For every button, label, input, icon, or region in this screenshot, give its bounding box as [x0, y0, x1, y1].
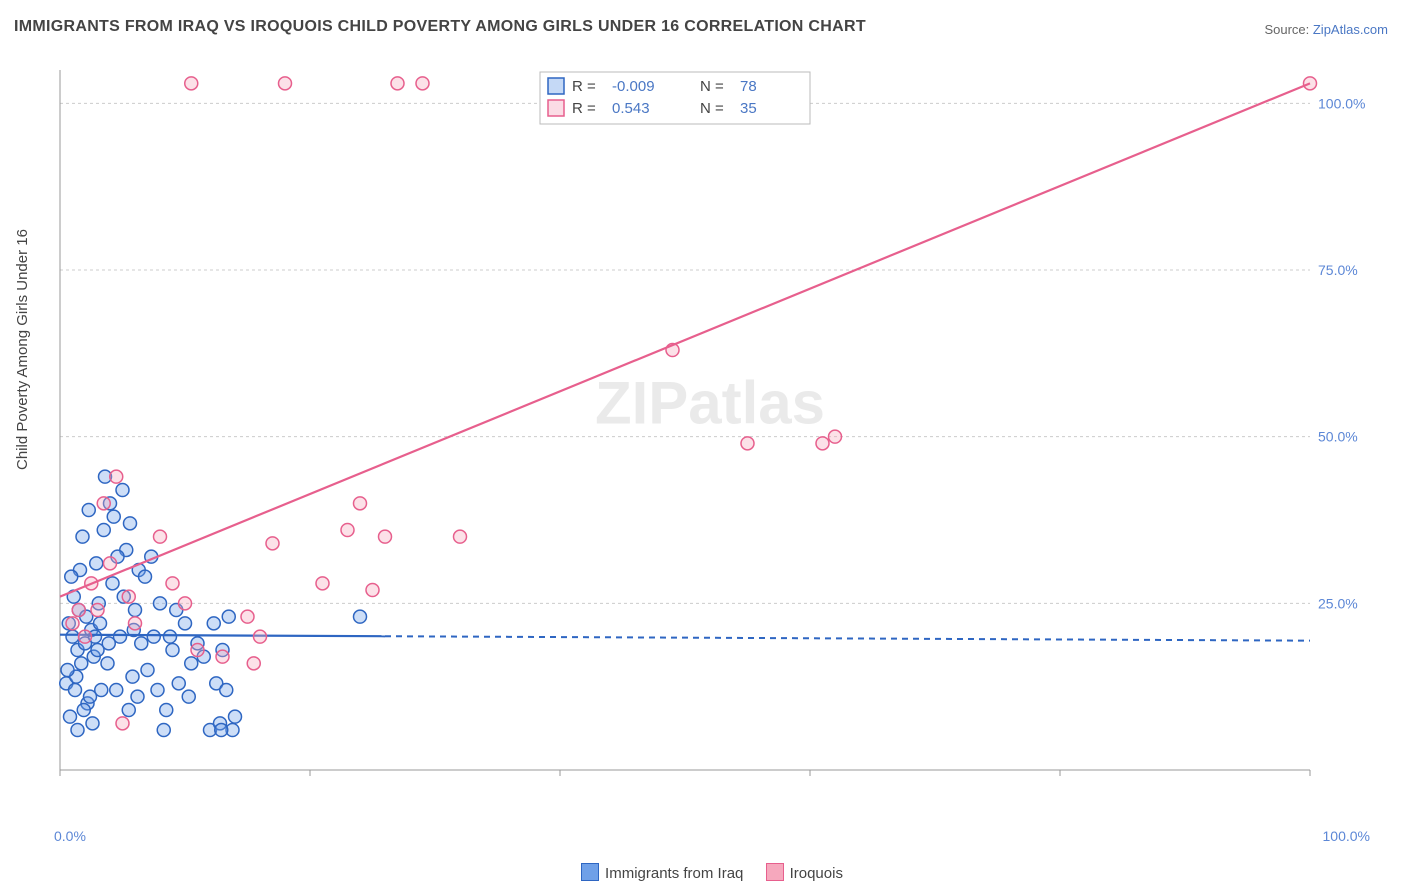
source-attribution: Source: ZipAtlas.com — [1264, 22, 1388, 37]
svg-text:0.543: 0.543 — [612, 100, 650, 117]
svg-text:N =: N = — [700, 78, 724, 95]
bottom-legend: Immigrants from Iraq Iroquois — [0, 863, 1406, 882]
legend-swatch-iraq — [581, 863, 599, 881]
legend-swatch-iroquois — [766, 863, 784, 881]
svg-text:ZIPatlas: ZIPatlas — [595, 369, 825, 436]
svg-text:N =: N = — [700, 100, 724, 117]
svg-text:50.0%: 50.0% — [1318, 429, 1358, 445]
svg-text:35: 35 — [740, 100, 757, 117]
svg-text:-0.009: -0.009 — [612, 78, 655, 95]
chart-title: IMMIGRANTS FROM IRAQ VS IROQUOIS CHILD P… — [14, 18, 866, 36]
svg-text:R =: R = — [572, 100, 596, 117]
source-link[interactable]: ZipAtlas.com — [1313, 22, 1388, 37]
legend-label-iraq: Immigrants from Iraq — [605, 865, 743, 882]
legend-label-iroquois: Iroquois — [790, 865, 843, 882]
x-axis-min-label: 0.0% — [54, 828, 86, 844]
chart-svg: 25.0% 50.0% 75.0% 100.0% ZIPatlas R = -0.009 N … — [50, 60, 1370, 800]
source-prefix: Source: — [1264, 22, 1312, 37]
svg-text:78: 78 — [740, 78, 757, 95]
svg-text:R =: R = — [572, 78, 596, 95]
y-axis-label: Child Poverty Among Girls Under 16 — [14, 229, 31, 470]
svg-text:75.0%: 75.0% — [1318, 262, 1358, 278]
svg-text:25.0%: 25.0% — [1318, 595, 1358, 611]
scatter-plot: 25.0% 50.0% 75.0% 100.0% ZIPatlas R = -0.009 N … — [50, 60, 1370, 800]
svg-text:100.0%: 100.0% — [1318, 95, 1365, 111]
x-axis-max-label: 100.0% — [1323, 828, 1370, 844]
